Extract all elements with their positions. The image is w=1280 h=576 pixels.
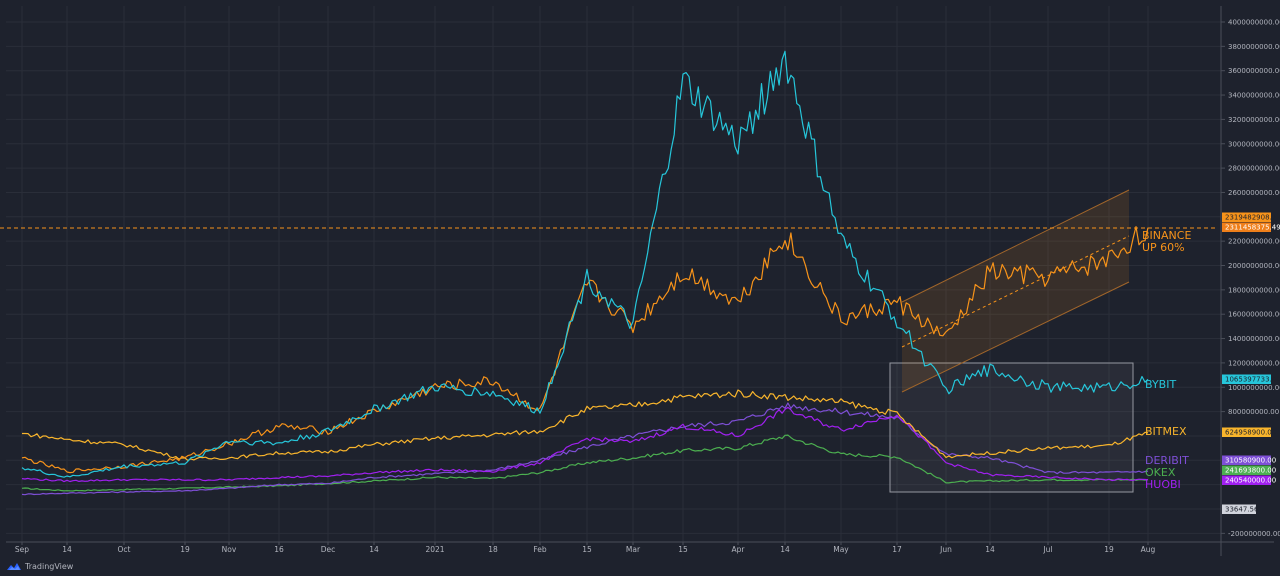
price-tag-okex (1222, 465, 1271, 475)
x-tick-label: 17 (892, 545, 902, 554)
y-tick-label: -200000000.00 (1228, 530, 1280, 538)
channel-median (901, 235, 1130, 348)
price-tag-label: 33647.56 (1225, 506, 1259, 514)
price-tag-deribit (1222, 455, 1271, 465)
price-tag-label: 310580900.00 (1225, 457, 1276, 465)
x-tick-label: May (833, 545, 849, 554)
y-tick-label: 3200000000.00 (1228, 116, 1280, 124)
parallel-channel[interactable] (901, 189, 1130, 393)
x-tick-label: 18 (488, 545, 498, 554)
channel-upper[interactable] (901, 189, 1130, 303)
x-tick-label: Nov (222, 545, 237, 554)
x-axis[interactable]: Sep 14 Oct 19 Nov 16 Dec 14 2021 18 Feb 15 Mar 15 Apr 1… (15, 542, 1156, 554)
x-tick-label: Mar (626, 545, 641, 554)
x-tick-label: Oct (118, 545, 131, 554)
x-tick-label: 14 (780, 545, 790, 554)
annotation-bitmex: BITMEX (1145, 425, 1187, 438)
range-rectangle-shape[interactable] (889, 362, 1134, 493)
x-tick-label: Aug (1141, 545, 1156, 554)
price-tag-binance-upper (1222, 212, 1271, 222)
x-tick-label: 2021 (425, 545, 444, 554)
series-line-huobi (21, 406, 1149, 483)
grid-lines (6, 6, 1221, 542)
price-tag-huobi (1222, 475, 1271, 485)
annotation-deribit: DERIBIT (1145, 454, 1189, 467)
y-tick-label: 1800000000.00 (1228, 286, 1280, 294)
series-line-bybit (21, 50, 1149, 478)
series-lines (21, 50, 1149, 496)
y-tick-label: 2800000000.00 (1228, 165, 1280, 173)
price-tag-btc-price (1222, 504, 1256, 514)
x-tick-label: Apr (732, 545, 746, 554)
y-tick-label: 3000000000.00 (1228, 140, 1280, 148)
x-tick-label: 15 (678, 545, 688, 554)
x-tick-label: 19 (180, 545, 190, 554)
series-annotations: BINANCE UP 60% BYBIT BITMEX DERIBIT OKEX… (1142, 229, 1191, 491)
price-tag-bybit (1222, 374, 1271, 384)
y-tick-label: 800000000.00 (1228, 408, 1279, 416)
y-tick-label: 1200000000.00 (1228, 359, 1280, 367)
price-tag-bitmex (1222, 427, 1271, 437)
x-tick-label: Sep (15, 545, 29, 554)
y-tick-label: 2000000000.00 (1228, 262, 1280, 270)
x-tick-label: Dec (321, 545, 336, 554)
price-tag-label: 2319482908.73 (1225, 214, 1280, 222)
y-tick-label: 4000000000.00 (1228, 19, 1280, 27)
price-tag-binance (1222, 222, 1271, 232)
channel-lower[interactable] (901, 281, 1130, 393)
x-tick-label: 19 (1104, 545, 1114, 554)
x-tick-label: Feb (533, 545, 547, 554)
x-tick-label: 15 (582, 545, 592, 554)
price-tag-label: 1065397733.00 (1225, 376, 1280, 384)
range-rectangle[interactable] (889, 362, 1134, 493)
price-tag-label: 2311458375.49 (1225, 224, 1280, 232)
series-line-bitmex (22, 389, 1149, 461)
tradingview-logo[interactable]: TradingView (6, 562, 73, 571)
y-axis[interactable]: 4000000000.00 3800000000.00 3600000000.00 3… (1221, 19, 1280, 538)
price-tags: 2319482908.73 2311458375.49 1065397733.00 6… (1222, 212, 1280, 514)
logo-text: TradingView (25, 562, 74, 571)
y-tick-label: 2600000000.00 (1228, 189, 1280, 197)
annotation-okex: OKEX (1145, 466, 1176, 479)
price-tag-label: 240540000.00 (1225, 477, 1276, 485)
y-tick-label: 3400000000.00 (1228, 92, 1280, 100)
x-tick-label: 16 (274, 545, 284, 554)
y-tick-label: 3800000000.00 (1228, 43, 1280, 51)
x-tick-label: 14 (369, 545, 379, 554)
price-tag-label: 624958900.00 (1225, 429, 1276, 437)
y-tick-label: 1600000000.00 (1228, 311, 1280, 319)
price-tag-label: 241693800.00 (1225, 467, 1276, 475)
series-line-okex (21, 434, 1149, 492)
x-tick-label: Jun (939, 545, 952, 554)
annotation-huobi: HUOBI (1145, 478, 1181, 491)
annotation-binance-1: BINANCE (1142, 229, 1191, 242)
y-tick-label: 2200000000.00 (1228, 238, 1280, 246)
annotation-bybit: BYBIT (1145, 378, 1176, 391)
x-tick-label: 14 (985, 545, 995, 554)
y-tick-label: 1000000000.00 (1228, 384, 1280, 392)
x-tick-label: 14 (62, 545, 72, 554)
y-tick-label: 1400000000.00 (1228, 335, 1280, 343)
annotation-binance-2: UP 60% (1142, 241, 1185, 254)
tradingview-cloud-icon (7, 563, 21, 570)
y-tick-label: 3600000000.00 (1228, 67, 1280, 75)
x-tick-label: Jul (1042, 545, 1052, 554)
